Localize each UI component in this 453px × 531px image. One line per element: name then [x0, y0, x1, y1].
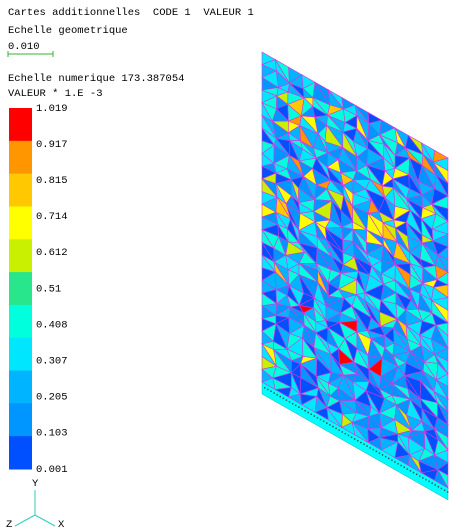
mesh-base-dot — [304, 410, 306, 412]
mesh-base-dot — [301, 408, 303, 410]
colorbar-label: 0.408 — [36, 319, 68, 331]
mesh-base-dot — [276, 394, 278, 396]
mesh-base-dot — [369, 447, 371, 449]
mesh-base-dot — [323, 421, 325, 423]
mesh-base-dot — [441, 488, 443, 490]
mesh-base-dot — [447, 491, 449, 493]
mesh-base-dot — [382, 454, 384, 456]
axis-y: Y — [32, 478, 39, 490]
colorbar-swatch — [9, 403, 32, 436]
colorbar: 1.019 0.917 0.815 0.714 0.612 0.51 0.408 0.307 0… — [9, 103, 68, 476]
mesh-base-dot — [283, 398, 285, 400]
mesh-base-dot — [317, 417, 319, 419]
colorbar-label: 0.815 — [36, 175, 68, 187]
mesh-base-dot — [422, 477, 424, 479]
mesh-base-dot — [286, 399, 288, 401]
colorbar-label: 1.019 — [36, 103, 68, 115]
mesh-base-dot — [338, 429, 340, 431]
mesh-base-dot — [329, 424, 331, 426]
mesh-base-dot — [270, 391, 272, 393]
colorbar-swatch — [9, 338, 32, 371]
mesh-base-dot — [345, 433, 347, 435]
viewer: Cartes additionnelles CODE 1 VALEUR 1 Ec… — [0, 0, 453, 531]
mesh-base-dot — [438, 486, 440, 488]
mesh-base-dot — [295, 405, 297, 407]
mesh-base-dot — [314, 415, 316, 417]
colorbar-label: 0.51 — [36, 283, 61, 295]
mesh-base-dot — [348, 435, 350, 437]
colorbar-label: 0.205 — [36, 392, 68, 404]
mesh-base-dot — [360, 442, 362, 444]
mesh-base-dot — [385, 456, 387, 458]
mesh-base-dot — [351, 436, 353, 438]
mesh-base-dot — [366, 445, 368, 447]
mesh-base-dot — [394, 461, 396, 463]
mesh-base-dot — [311, 414, 313, 416]
mesh-base-dot — [425, 479, 427, 481]
mesh-base-dot — [400, 465, 402, 467]
mesh-base-dot — [379, 452, 381, 454]
mesh-base-dot — [307, 412, 309, 414]
mesh-base-dot — [267, 389, 269, 391]
colorbar-swatch — [9, 141, 32, 174]
axis-x: X — [58, 519, 65, 531]
mesh-base-dot — [373, 449, 375, 451]
mesh-base-dot — [326, 422, 328, 424]
mesh-base-dot — [298, 406, 300, 408]
mesh-base-dot — [397, 463, 399, 465]
colorbar-swatch — [9, 305, 32, 338]
axis-triad — [15, 490, 55, 526]
geometric-scale-label: Echelle geometrique — [8, 25, 128, 37]
mesh-base-dot — [363, 444, 365, 446]
colorbar-label: 0.103 — [36, 428, 68, 440]
mesh-base-dot — [332, 426, 334, 428]
title: Cartes additionnelles CODE 1 VALEUR 1 — [8, 7, 254, 19]
colorbar-label: 0.001 — [36, 464, 68, 476]
mesh-base-dot — [320, 419, 322, 421]
colorbar-swatch — [9, 272, 32, 305]
mesh-base-dot — [264, 387, 266, 389]
colorbar-label: 0.612 — [36, 247, 68, 259]
value-factor: VALEUR * 1.E -3 — [8, 88, 103, 100]
mesh-base-dot — [444, 489, 446, 491]
mesh-base-dot — [342, 431, 344, 433]
mesh-base-dot — [280, 396, 282, 398]
geometric-scale-value: 0.010 — [8, 41, 40, 53]
mesh — [262, 52, 448, 500]
mesh-base-dot — [354, 438, 356, 440]
numeric-scale: Echelle numerique 173.387054 — [8, 73, 184, 85]
colorbar-swatch — [9, 108, 32, 141]
mesh-base-dot — [407, 468, 409, 470]
mesh-base-dot — [410, 470, 412, 472]
page: Cartes additionnelles CODE 1 VALEUR 1 Ec… — [0, 0, 453, 531]
mesh-base-dot — [376, 451, 378, 453]
axis-z: Z — [6, 519, 12, 531]
mesh-base-dot — [388, 458, 390, 460]
mesh-base-dot — [273, 392, 275, 394]
mesh-base-dot — [289, 401, 291, 403]
colorbar-label: 0.307 — [36, 355, 68, 367]
colorbar-label: 0.917 — [36, 139, 68, 151]
colorbar-swatch — [9, 371, 32, 404]
colorbar-swatch — [9, 239, 32, 272]
mesh-base-dot — [431, 482, 433, 484]
colorbar-swatch — [9, 436, 32, 469]
mesh-base-dot — [435, 484, 437, 486]
mesh-base-dot — [416, 474, 418, 476]
mesh-base-dot — [357, 440, 359, 442]
mesh-base-dot — [404, 467, 406, 469]
mesh-base-dot — [335, 428, 337, 430]
mesh-base-dot — [428, 481, 430, 483]
mesh-base-dot — [292, 403, 294, 405]
colorbar-label: 0.714 — [36, 211, 68, 223]
mesh-base-dot — [391, 459, 393, 461]
colorbar-swatch — [9, 174, 32, 207]
mesh-base-dot — [413, 472, 415, 474]
mesh-base-dot — [419, 475, 421, 477]
colorbar-swatch — [9, 206, 32, 239]
